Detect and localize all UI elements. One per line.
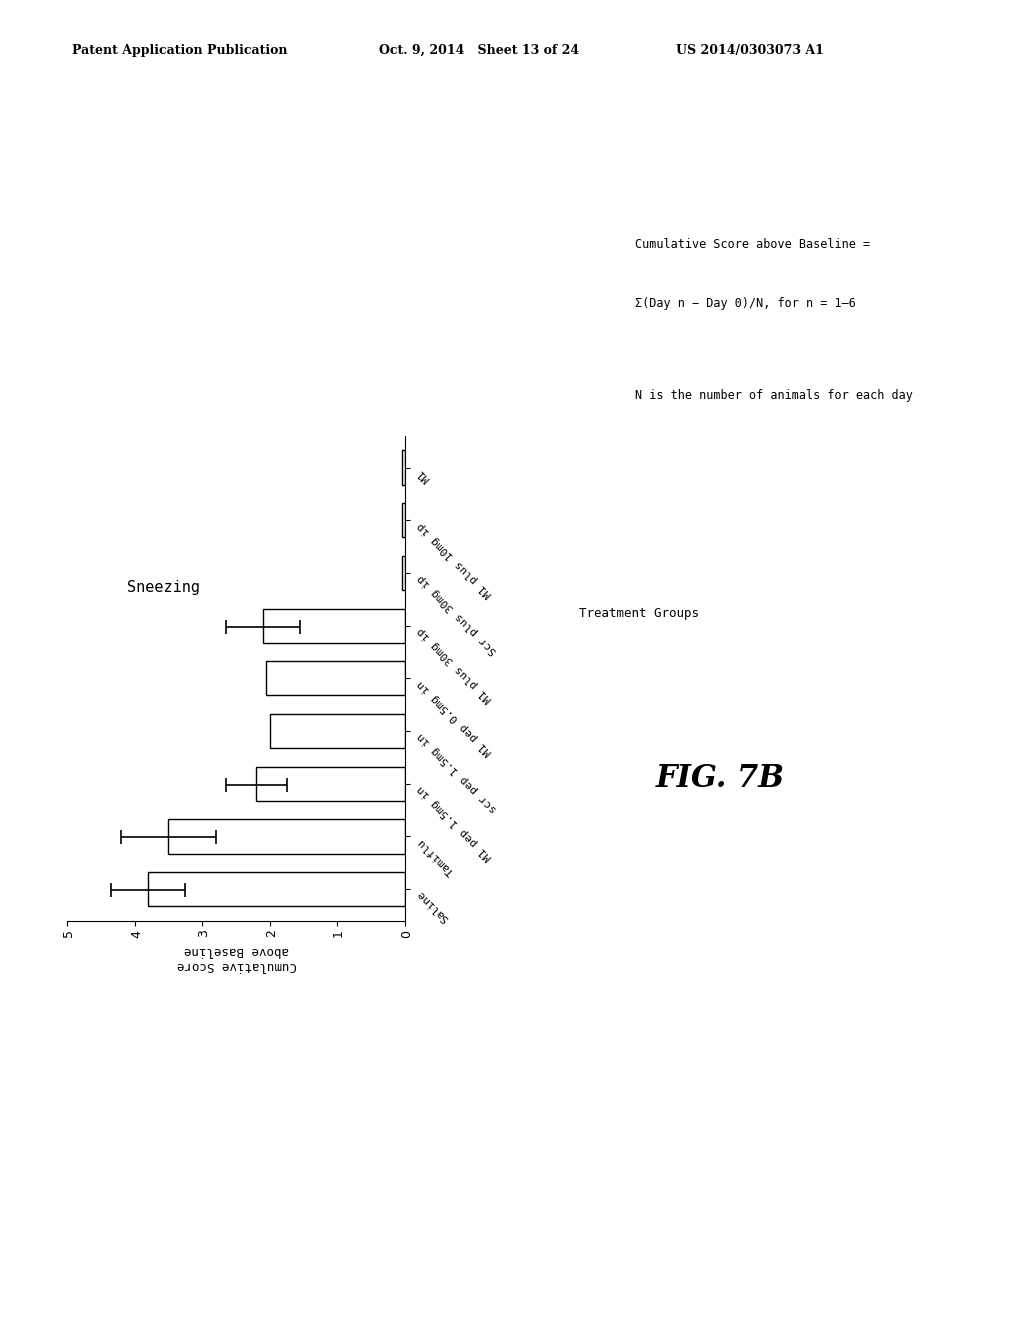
Text: Oct. 9, 2014   Sheet 13 of 24: Oct. 9, 2014 Sheet 13 of 24 bbox=[379, 44, 579, 57]
Text: US 2014/0303073 A1: US 2014/0303073 A1 bbox=[676, 44, 823, 57]
Text: Sneezing: Sneezing bbox=[127, 579, 201, 595]
Text: Cumulative Score above Baseline =: Cumulative Score above Baseline = bbox=[635, 238, 870, 251]
Text: N is the number of animals for each day: N is the number of animals for each day bbox=[635, 389, 912, 403]
Text: Σ(Day n − Day 0)/N, for n = 1–6: Σ(Day n − Day 0)/N, for n = 1–6 bbox=[635, 297, 856, 310]
Text: Treatment Groups: Treatment Groups bbox=[579, 607, 698, 620]
Text: FIG. 7B: FIG. 7B bbox=[655, 763, 784, 795]
Text: Patent Application Publication: Patent Application Publication bbox=[72, 44, 287, 57]
